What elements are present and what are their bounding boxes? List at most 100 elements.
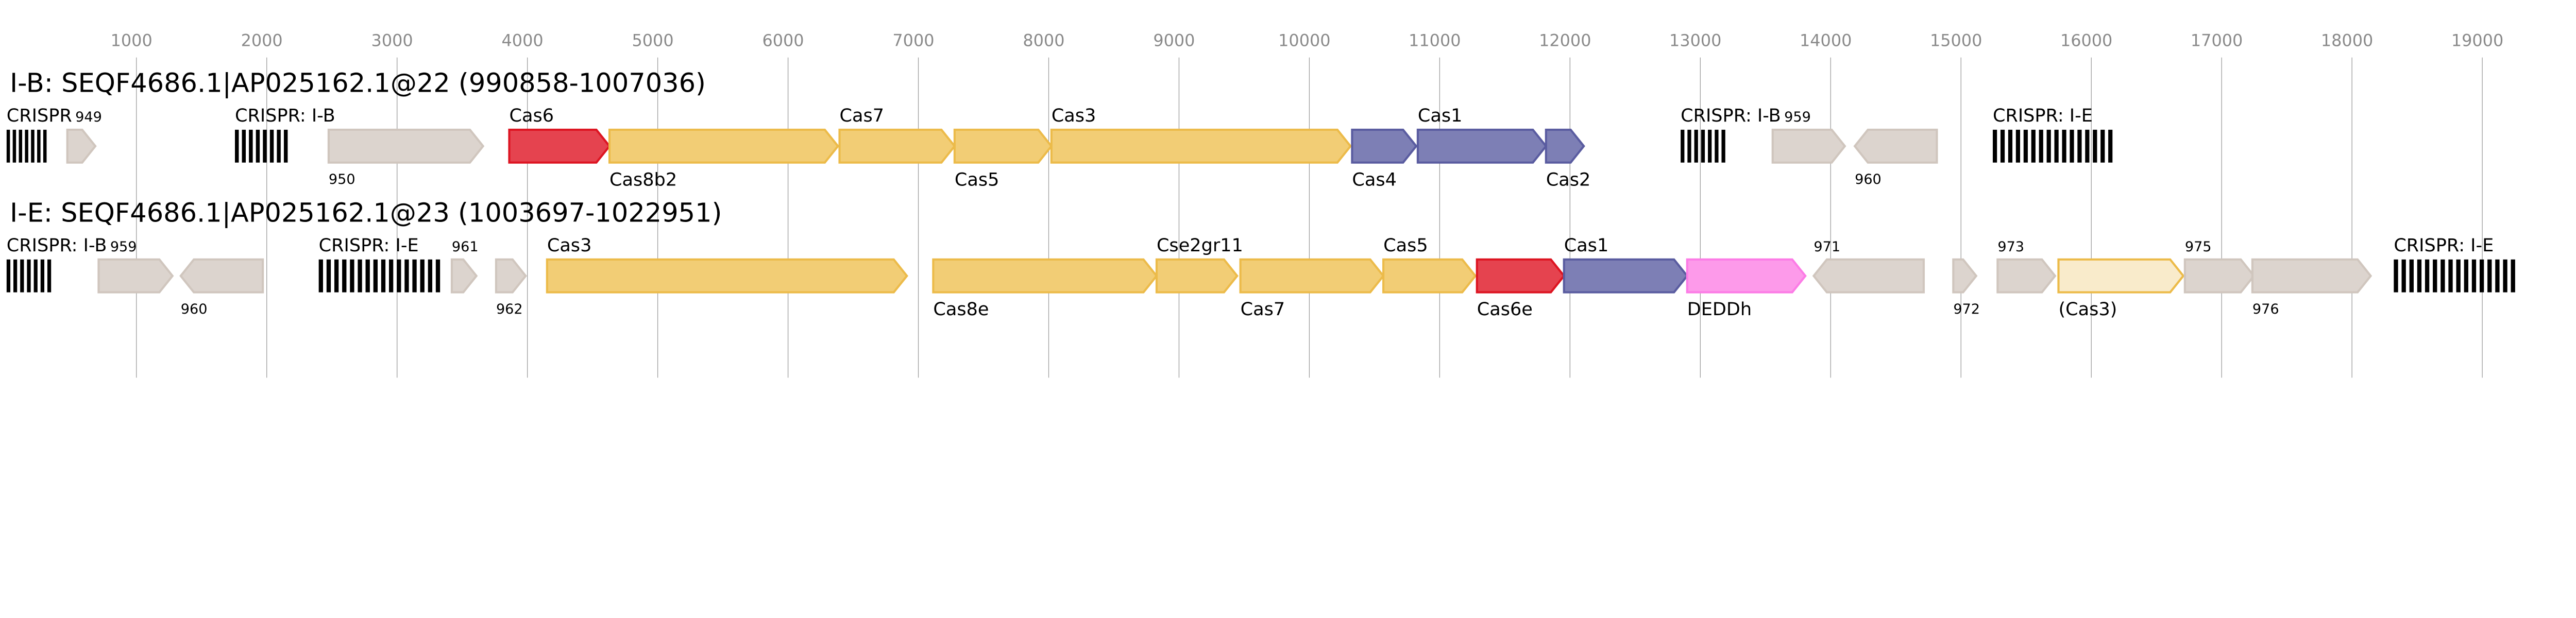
crispr-repeat [2108, 129, 2113, 163]
crispr-repeat [2471, 259, 2477, 293]
crispr-repeat [326, 259, 331, 293]
gene-label: 959 [1784, 109, 1811, 125]
crispr-repeat [242, 129, 246, 163]
axis: 1000 2000 3000 4000 5000 6000 7000 8000 9000 1000… [111, 30, 2503, 378]
tick-label: 18000 [2321, 30, 2373, 50]
gene-label: 961 [452, 239, 479, 255]
crispr-repeat [20, 259, 24, 293]
gene-arrow [1853, 128, 1938, 164]
gene-label: Cas6e [1477, 299, 1533, 320]
gene: Cas8e [932, 258, 1158, 320]
gene-label: 973 [1997, 239, 2024, 255]
gene-arrow [1563, 258, 1689, 294]
locus-title: I-B: SEQF4686.1|AP025162.1@22 (990858-10… [10, 68, 706, 99]
gene-label: 975 [2185, 239, 2212, 255]
gene-arrow [1050, 128, 1352, 164]
crispr-repeat [381, 259, 386, 293]
crispr-label: CRISPR [7, 105, 72, 126]
tick-label: 4000 [502, 30, 544, 50]
gene: Cas5 [953, 128, 1053, 190]
crispr-repeat [1708, 129, 1712, 163]
gene-arrow [838, 128, 956, 164]
gene-label: 976 [2252, 301, 2279, 317]
gene: Cas6e [1476, 258, 1566, 320]
crispr-repeat [2503, 259, 2507, 293]
gene-label: Cas7 [1241, 299, 1285, 320]
gene-arrow [1812, 258, 1925, 294]
gene-arrow [327, 128, 485, 164]
crispr-label: CRISPR: I-B [1681, 105, 1781, 126]
crispr-repeat [249, 129, 253, 163]
crispr-repeat [365, 259, 370, 293]
crispr-repeat [13, 259, 18, 293]
crispr-repeat [397, 259, 401, 293]
tick-label: 12000 [1539, 30, 1591, 50]
gene: Cas5 [1382, 235, 1477, 294]
gene-label: Cas5 [1383, 235, 1428, 256]
gene-arrow [508, 128, 611, 164]
crispr-array: CRISPR: I-B [235, 105, 335, 163]
gene-arrow [495, 258, 528, 294]
gene-label: Cas4 [1352, 169, 1397, 190]
crispr-label: CRISPR: I-B [235, 105, 335, 126]
crispr-array: CRISPR [6, 105, 72, 163]
gene: 972 [1952, 258, 1980, 317]
crispr-repeat [2487, 259, 2492, 293]
crispr-repeat [269, 129, 274, 163]
locus-track: I-B: SEQF4686.1|AP025162.1@22 (990858-10… [6, 68, 2113, 190]
gene: Cas8b2 [608, 128, 840, 190]
crispr-repeat [2070, 129, 2074, 163]
crispr-repeat [40, 259, 45, 293]
gene: 961 [450, 239, 479, 294]
gene: Cas2 [1545, 128, 1590, 190]
gene: Cas1 [1416, 105, 1548, 164]
gene-arrow [1239, 258, 1385, 294]
crispr-repeat [283, 129, 288, 163]
gene-arrow [1686, 258, 1807, 294]
crispr-repeat [350, 259, 354, 293]
crispr-repeat [2100, 129, 2105, 163]
crispr-label: CRISPR: I-E [2394, 235, 2494, 256]
gene: Cas7 [1239, 258, 1385, 320]
tick-label: 7000 [892, 30, 934, 50]
crispr-repeat [2464, 259, 2468, 293]
gene: 959 [97, 239, 174, 294]
crispr-repeat [31, 129, 35, 163]
crispr-repeat [373, 259, 378, 293]
crispr-repeat [47, 259, 52, 293]
gene-label: Cas1 [1418, 105, 1463, 126]
tick-label: 15000 [1930, 30, 1982, 50]
crispr-repeat [256, 129, 260, 163]
gene-arrow [546, 258, 908, 294]
gene-arrow [2057, 258, 2185, 294]
crispr-repeat [19, 129, 23, 163]
gene-label: Cse2gr11 [1157, 235, 1243, 256]
crispr-repeat [277, 129, 281, 163]
gene: 962 [495, 258, 528, 317]
gene: 973 [1996, 239, 2057, 294]
crispr-repeat [6, 259, 11, 293]
gene: 971 [1812, 239, 1925, 294]
tick-label: 6000 [762, 30, 804, 50]
locus-title: I-E: SEQF4686.1|AP025162.1@23 (1003697-1… [10, 198, 722, 228]
gene-label: 971 [1814, 239, 1840, 255]
gene: 960 [179, 258, 264, 317]
crispr-array: CRISPR: I-B [1681, 105, 1781, 163]
tick-label: 3000 [371, 30, 413, 50]
crispr-repeat [388, 259, 394, 293]
gene-arrow [1155, 258, 1239, 294]
crispr-repeat [2008, 129, 2013, 163]
crispr-repeat [1721, 129, 1725, 163]
crispr-repeat [1715, 129, 1719, 163]
gene-arrow [1952, 258, 1978, 294]
tick-label: 17000 [2191, 30, 2243, 50]
crispr-repeat [412, 259, 417, 293]
gene: Cas1 [1563, 235, 1689, 294]
gene-label: Cas6 [509, 105, 554, 126]
gene: (Cas3) [2057, 258, 2185, 320]
gene: 976 [2251, 258, 2372, 317]
crispr-repeat [2511, 259, 2515, 293]
gene-label: Cas1 [1564, 235, 1609, 256]
crispr-repeat [43, 129, 47, 163]
gene: Cas7 [838, 105, 956, 164]
